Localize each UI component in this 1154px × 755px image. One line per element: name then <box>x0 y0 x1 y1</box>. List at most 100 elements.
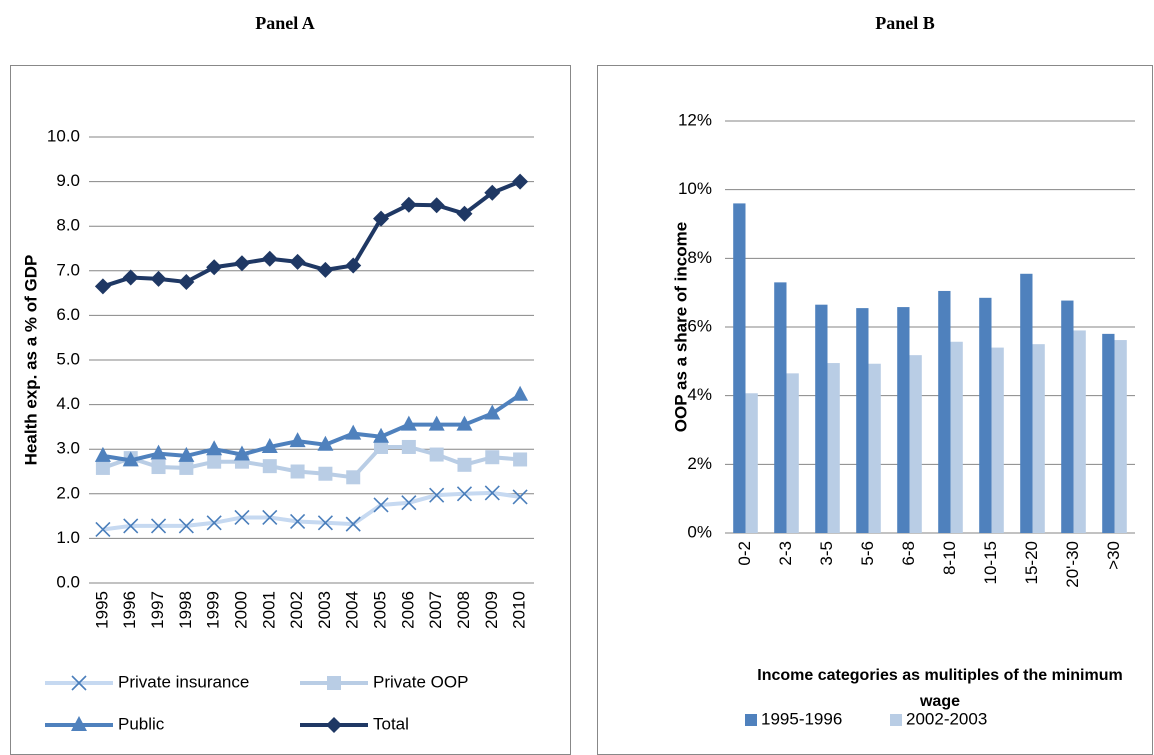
marker <box>290 513 306 530</box>
x-tick-label: 6-8 <box>899 541 918 566</box>
marker <box>327 676 341 690</box>
marker <box>429 447 444 462</box>
x-tick-label: 2007 <box>426 591 445 629</box>
x-tick-label: 5-6 <box>858 541 877 566</box>
marker <box>179 460 194 475</box>
bar <box>827 363 840 533</box>
y-tick-label: 10% <box>678 179 712 198</box>
legend-label: Public <box>118 714 165 733</box>
y-axis-title: OOP as a share of income <box>671 222 690 432</box>
legend-label: 2002-2003 <box>906 709 987 728</box>
marker <box>345 516 361 532</box>
marker <box>71 716 87 731</box>
marker <box>485 450 500 465</box>
marker <box>457 457 472 472</box>
marker <box>71 675 87 691</box>
bar <box>938 290 951 533</box>
y-tick-label: 6.0 <box>56 305 80 324</box>
marker-stroke <box>206 515 222 531</box>
bar <box>1020 273 1033 533</box>
series-line <box>102 490 521 532</box>
marker-stroke <box>345 516 361 532</box>
marker <box>262 459 277 474</box>
marker <box>317 435 334 451</box>
y-tick-label: 2.0 <box>56 483 80 502</box>
marker <box>151 460 166 475</box>
marker <box>178 518 194 534</box>
y-tick-label: 2% <box>687 454 712 473</box>
bar <box>733 203 746 533</box>
marker <box>456 205 473 222</box>
x-tick-label: 2000 <box>231 591 250 629</box>
marker <box>289 432 306 448</box>
legend-label: 1995-1996 <box>761 709 842 728</box>
panel-a-frame <box>10 65 571 755</box>
y-tick-label: 9.0 <box>56 171 80 190</box>
x-tick-label: 2004 <box>343 591 362 629</box>
y-tick-label: 4% <box>687 385 712 404</box>
marker <box>318 466 333 481</box>
bar <box>774 282 787 533</box>
bar <box>1102 333 1115 533</box>
bar <box>1073 330 1086 533</box>
marker-stroke <box>512 489 528 505</box>
marker <box>513 452 528 467</box>
y-tick-label: 4.0 <box>56 394 80 413</box>
marker <box>178 446 195 462</box>
bar <box>909 355 922 533</box>
marker <box>262 509 278 526</box>
y-axis-title: Health exp. as a % of GDP <box>21 255 40 466</box>
marker <box>206 440 223 456</box>
marker-stroke <box>373 497 389 513</box>
marker <box>512 173 529 190</box>
legend-swatch <box>890 714 902 726</box>
y-tick-label: 5.0 <box>56 349 80 368</box>
marker <box>401 439 416 454</box>
marker <box>374 439 389 454</box>
marker <box>346 470 361 485</box>
marker-stroke <box>262 509 278 526</box>
marker <box>150 518 167 534</box>
x-tick-label: 1997 <box>148 591 167 629</box>
marker <box>512 385 529 401</box>
marker <box>178 273 195 290</box>
bar <box>1114 340 1127 533</box>
marker <box>428 197 445 214</box>
marker-stroke <box>123 518 139 534</box>
marker-stroke <box>178 518 194 534</box>
panel-title: Panel B <box>875 13 935 33</box>
marker <box>94 278 111 295</box>
bar <box>1032 344 1045 533</box>
x-tick-label: 1999 <box>204 591 223 629</box>
x-tick-label: 2006 <box>398 591 417 629</box>
bar <box>897 307 910 533</box>
marker-stroke <box>234 509 250 526</box>
marker <box>512 489 528 505</box>
marker <box>95 521 111 538</box>
marker <box>317 515 333 531</box>
bar <box>950 341 963 533</box>
series-line <box>102 179 521 289</box>
marker <box>150 444 167 460</box>
marker <box>206 259 223 276</box>
marker <box>484 485 500 501</box>
x-tick-label: 3-5 <box>817 541 836 566</box>
marker <box>234 509 250 526</box>
marker <box>401 495 417 511</box>
x-tick-label: 0-2 <box>735 541 754 566</box>
y-tick-label: 6% <box>687 316 712 335</box>
marker <box>456 486 473 502</box>
marker <box>429 487 445 503</box>
marker-stroke <box>484 485 500 501</box>
marker <box>233 255 250 272</box>
x-tick-label: 2009 <box>482 591 501 629</box>
legend-label: Total <box>373 714 409 733</box>
marker <box>373 427 390 443</box>
marker-stroke <box>456 486 473 502</box>
series-line <box>102 393 522 463</box>
marker <box>456 415 473 431</box>
marker <box>123 518 139 534</box>
x-tick-label: 2002 <box>287 591 306 629</box>
bar <box>1061 300 1074 533</box>
